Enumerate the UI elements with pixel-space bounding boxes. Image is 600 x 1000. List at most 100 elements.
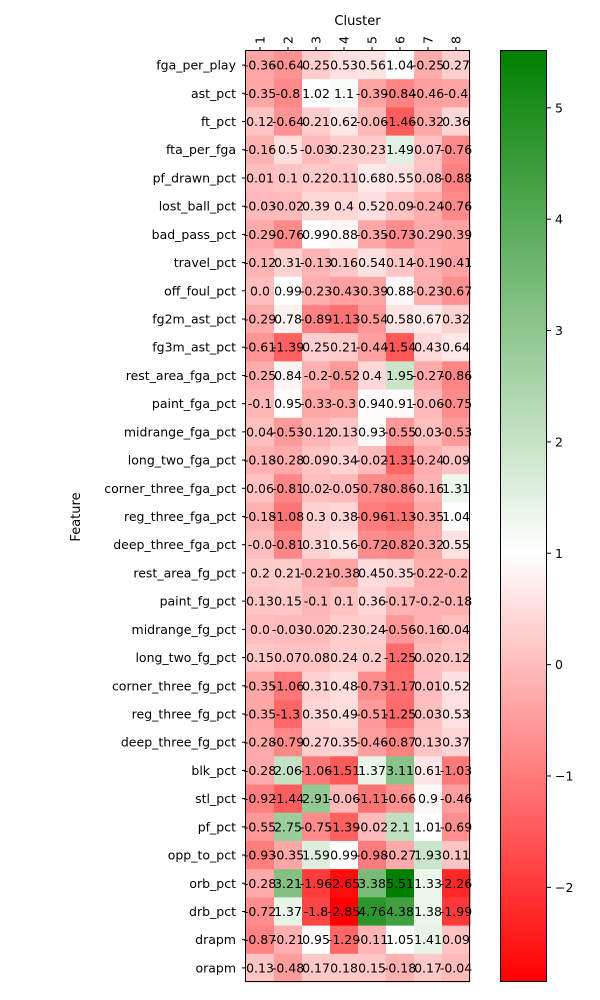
cell-value-label: -0.25	[412, 58, 444, 73]
heatmap-cell	[442, 417, 471, 447]
cell-value-label: -0.04	[440, 960, 472, 975]
heatmap-cell	[414, 897, 443, 927]
heatmap-cell	[274, 558, 303, 588]
cell-value-label: -0.33	[300, 396, 332, 411]
cell-value-label: -0.92	[244, 791, 276, 806]
heatmap-cell	[330, 192, 359, 221]
heatmap-cell	[386, 192, 415, 221]
cell-value-label: -0.06	[328, 791, 360, 806]
heatmap-cell	[274, 248, 303, 278]
heatmap-cell	[330, 728, 359, 757]
cell-value-label: -0.1	[304, 594, 328, 609]
heatmap-cell	[246, 220, 275, 249]
heatmap-cell	[302, 135, 331, 165]
cell-value-label: -0.64	[272, 114, 304, 129]
y-tick-label: drapm	[195, 932, 236, 947]
heatmap-cell	[330, 587, 359, 616]
y-tick-label: ft_pct	[201, 114, 236, 129]
heatmap-cell	[274, 502, 303, 532]
heatmap-cell	[302, 615, 331, 644]
heatmap-cell	[274, 107, 303, 137]
cell-value-label: -1.46	[384, 114, 416, 129]
heatmap-cell	[330, 558, 359, 588]
y-tick-label: opp_to_pct	[168, 848, 236, 863]
cell-value-label: 0.68	[358, 170, 386, 185]
heatmap-cell	[246, 389, 275, 419]
heatmap-cell	[414, 812, 443, 842]
cell-value-label: 0.09	[442, 453, 470, 468]
cell-value-label: 2.91	[302, 791, 330, 806]
cell-value-label: 0.67	[414, 312, 442, 327]
heatmap-cell	[274, 474, 303, 503]
heatmap-cell	[274, 587, 303, 616]
cell-value-label: 0.02	[414, 650, 442, 665]
heatmap-cell	[246, 756, 275, 786]
cell-value-label: -0.02	[272, 199, 304, 214]
heatmap-cell	[330, 756, 359, 786]
cell-value-label: -0.19	[412, 255, 444, 270]
heatmap-cell	[358, 163, 387, 193]
cell-value-label: 0.99	[274, 283, 302, 298]
cell-value-label: 0.15	[274, 594, 302, 609]
heatmap-cell	[414, 925, 443, 955]
cell-value-label: -0.53	[440, 424, 472, 439]
cell-value-label: 3.21	[274, 876, 302, 891]
cell-value-label: -0.11	[356, 932, 388, 947]
cell-value-label: -0.32	[412, 114, 444, 129]
cell-value-label: -2.65	[328, 876, 360, 891]
heatmap-cell	[274, 671, 303, 701]
heatmap-cell	[302, 417, 331, 447]
heatmap-cell	[442, 643, 471, 673]
heatmap-cell	[442, 756, 471, 786]
heatmap-cell	[414, 953, 443, 983]
cell-value-label: -0.46	[440, 791, 472, 806]
cell-value-label: -0.73	[356, 678, 388, 693]
cell-value-label: -0.46	[412, 86, 444, 101]
colorbar-tick-label: −2	[555, 880, 573, 895]
cell-value-label: -0.06	[412, 396, 444, 411]
cell-value-label: 0.31	[302, 678, 330, 693]
cell-value-label: 0.88	[330, 227, 358, 242]
cell-value-label: -0.25	[244, 368, 276, 383]
heatmap-cell	[330, 333, 359, 362]
heatmap-cell	[414, 474, 443, 503]
cell-value-label: 0.15	[358, 960, 386, 975]
heatmap-cell	[274, 220, 303, 249]
heatmap-cell	[302, 361, 331, 391]
heatmap-cell	[274, 135, 303, 165]
heatmap-cell	[246, 79, 275, 108]
cell-value-label: -0.16	[412, 481, 444, 496]
cell-value-label: -0.36	[244, 58, 276, 73]
heatmap-cell	[246, 304, 275, 334]
cell-value-label: 0.01	[414, 678, 442, 693]
cell-value-label: -0.22	[412, 565, 444, 580]
heatmap-cell	[246, 925, 275, 955]
heatmap-cell	[246, 51, 275, 80]
cell-value-label: -0.18	[244, 509, 276, 524]
heatmap-cell	[358, 756, 387, 786]
heatmap-cell	[414, 107, 443, 137]
cell-value-label: 0.54	[358, 255, 386, 270]
cell-value-label: -0.39	[356, 283, 388, 298]
y-tick-label: pf_pct	[198, 819, 236, 834]
cell-value-label: 0.94	[358, 396, 386, 411]
cell-value-label: 1.93	[414, 848, 442, 863]
y-tick-label: lost_ball_pct	[159, 199, 236, 214]
heatmap-cell	[442, 79, 471, 108]
heatmap-cell	[274, 953, 303, 983]
cell-value-label: -0.93	[244, 848, 276, 863]
heatmap-cell	[386, 530, 415, 560]
heatmap-cell	[442, 587, 471, 616]
cell-value-label: 1.59	[302, 848, 330, 863]
cell-value-label: -0.75	[440, 396, 472, 411]
heatmap-cell	[274, 812, 303, 842]
heatmap-cell	[246, 276, 275, 306]
cell-value-label: 1.04	[386, 58, 414, 73]
heatmap-cell	[246, 135, 275, 165]
cell-value-label: -0.02	[356, 453, 388, 468]
heatmap-cell	[246, 953, 275, 983]
heatmap-cell	[302, 107, 331, 137]
cell-value-label: 0.36	[358, 594, 386, 609]
heatmap-cell	[274, 361, 303, 391]
heatmap-cell	[302, 79, 331, 108]
